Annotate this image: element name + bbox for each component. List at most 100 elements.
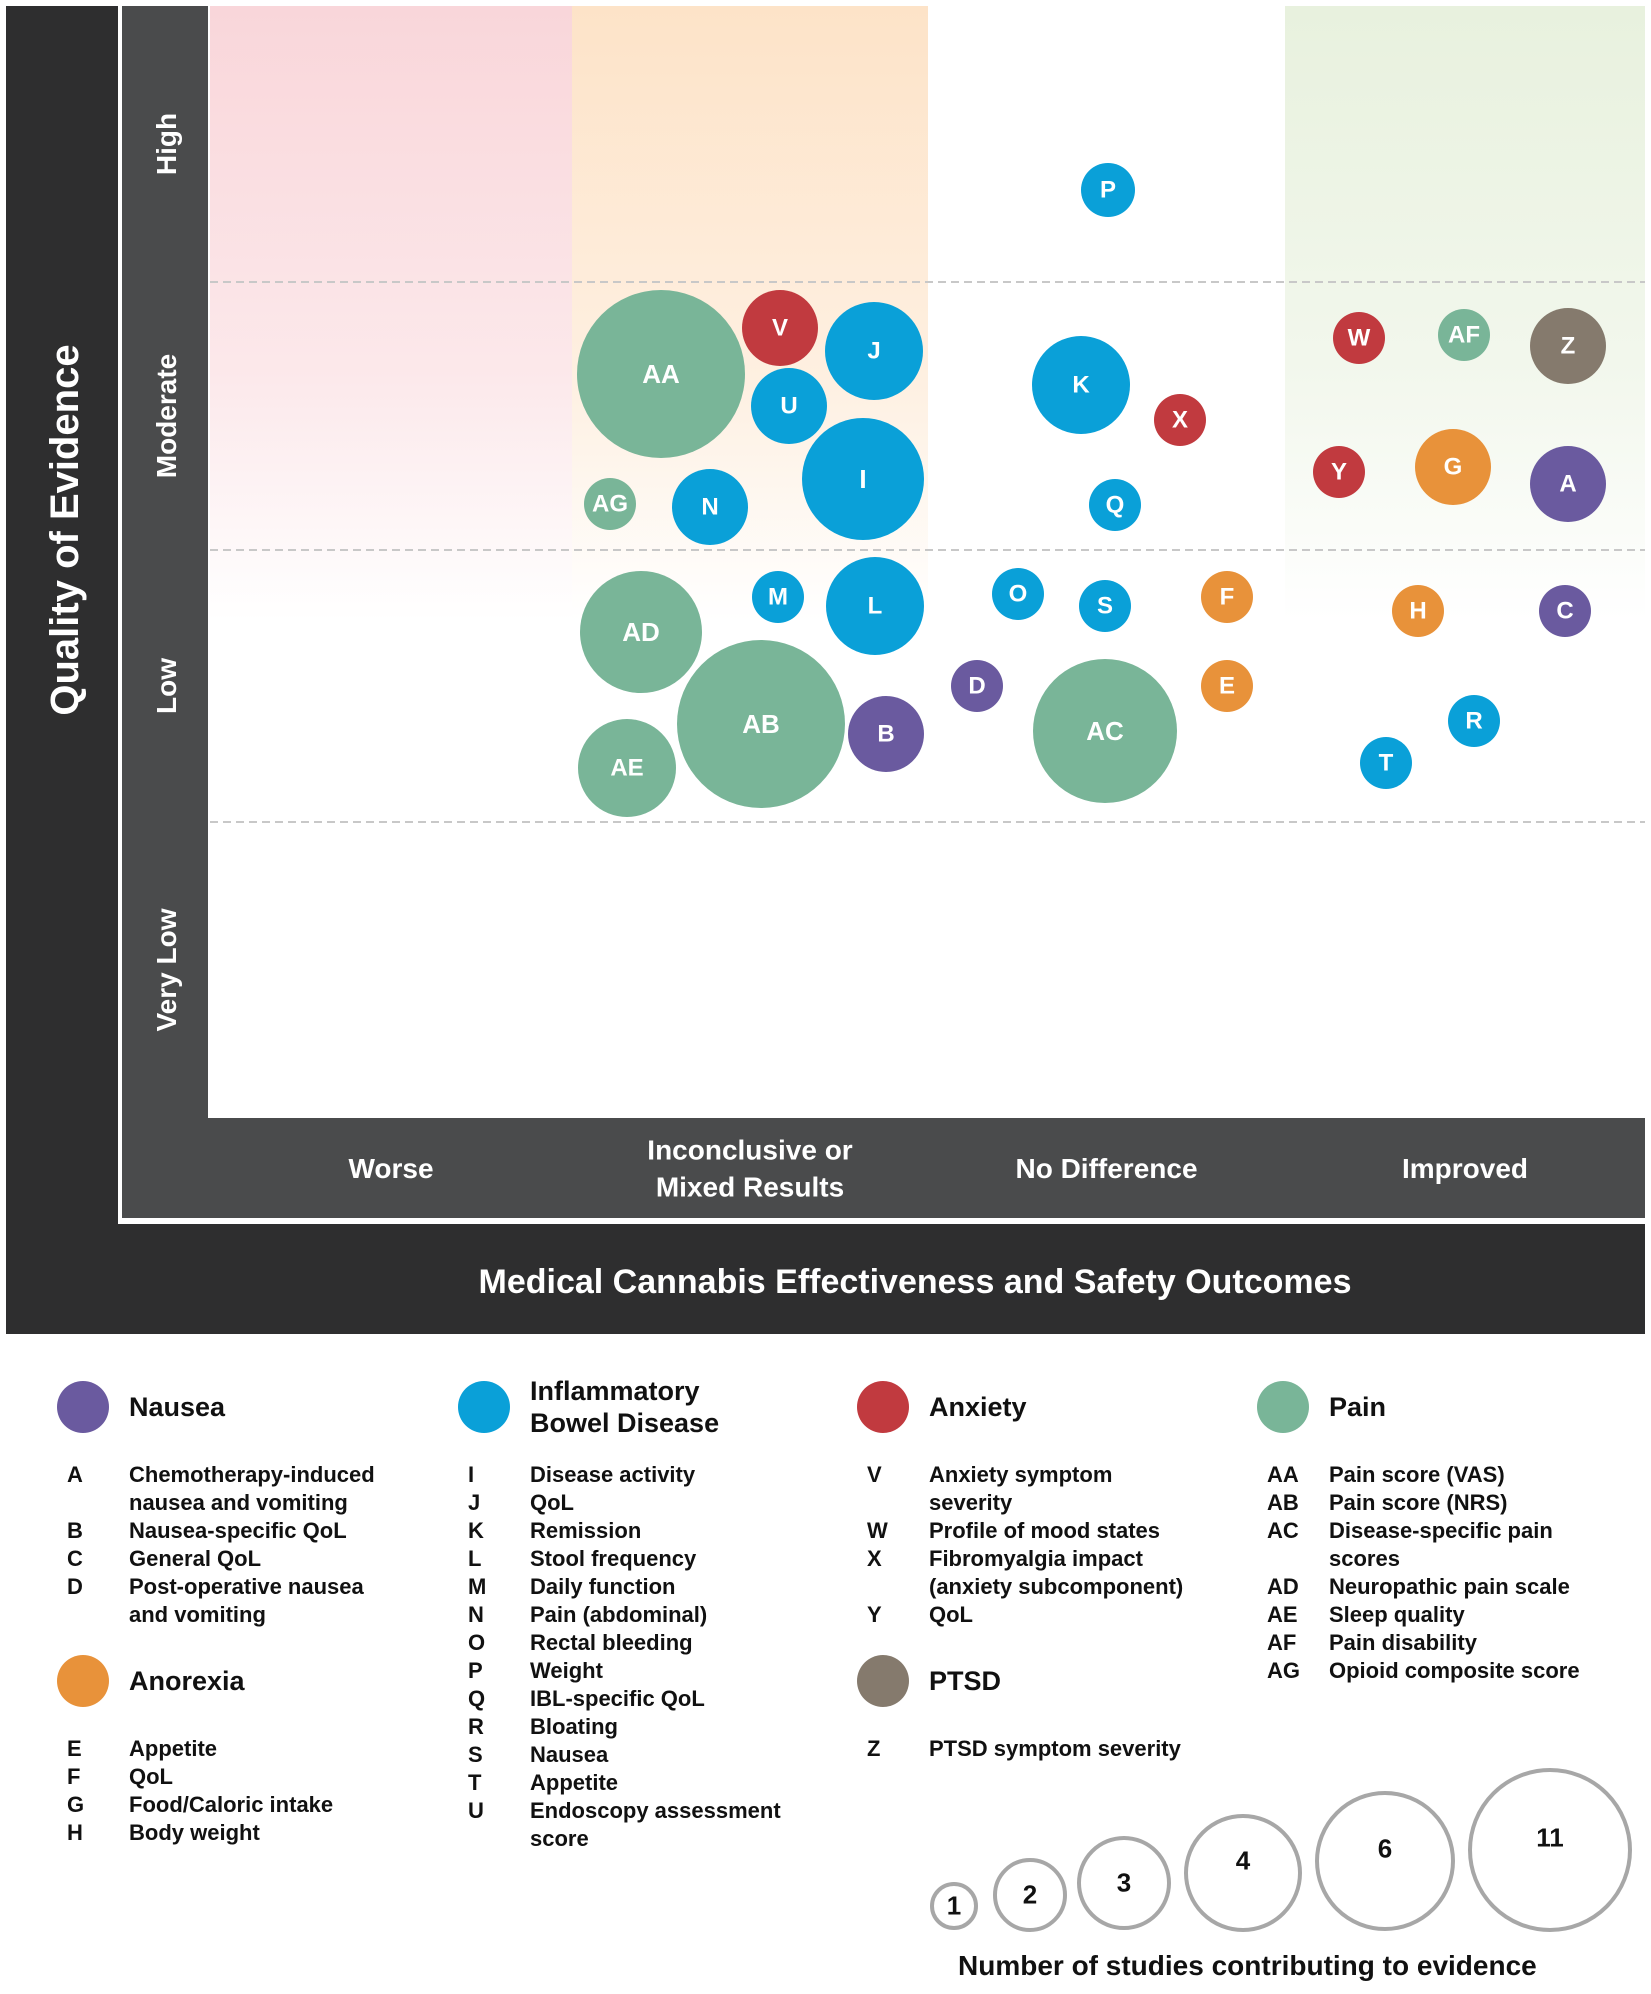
legend-item-text: Disease-specific pain — [1329, 1518, 1553, 1543]
bubble-label-ac: AC — [1086, 716, 1124, 746]
legend-color-swatch — [857, 1381, 909, 1433]
bubble-d — [951, 660, 1003, 712]
legend-item-text: Weight — [530, 1658, 603, 1683]
legend-item-f: F QoL — [57, 1763, 333, 1791]
bubble-j — [825, 302, 923, 400]
size-legend: Number of studies contributing to eviden… — [900, 1740, 1650, 1990]
bubble-v — [742, 290, 818, 366]
bubble-m — [752, 571, 804, 623]
size-legend-value-4: 4 — [1235, 1845, 1251, 1876]
legend-item-af: AF Pain disability — [1257, 1629, 1580, 1657]
legend-group-header: Anxiety — [857, 1381, 1183, 1435]
bubble-label-g: G — [1444, 454, 1463, 481]
bubble-label-m: M — [768, 584, 788, 611]
legend-item-l: L Stool frequency — [458, 1545, 781, 1573]
legend-item-e: E Appetite — [57, 1735, 333, 1763]
bubble-g — [1415, 429, 1491, 505]
legend-item-text: Pain score (VAS) — [1329, 1462, 1505, 1487]
bubble-ae — [578, 719, 676, 817]
legend-item-text: Pain score (NRS) — [1329, 1490, 1508, 1515]
legend-item-list: V Anxiety symptom severity W Profile of mood… — [857, 1461, 1183, 1629]
legend-color-swatch — [57, 1381, 109, 1433]
bubble-label-k: K — [1072, 372, 1090, 399]
bubble-label-w: W — [1348, 325, 1371, 352]
bubble-label-ae: AE — [610, 755, 643, 782]
legend-item-code: W — [867, 1518, 888, 1543]
size-legend-title: Number of studies contributing to eviden… — [958, 1950, 1537, 1981]
legend-item-y: Y QoL — [857, 1601, 1183, 1629]
bubble-z — [1530, 308, 1606, 384]
worse-zone-shade — [210, 6, 572, 826]
bubble-i — [802, 418, 924, 540]
legend-item-a: A Chemotherapy-induced nausea and vomiting — [57, 1461, 375, 1517]
y-axis-outer-bar — [6, 6, 118, 1334]
bubble-o — [992, 568, 1044, 620]
x-category-label-inconclusive-or-mixed-results-line-2: Mixed Results — [656, 1172, 844, 1203]
legend-color-swatch — [458, 1381, 510, 1433]
legend-item-code: P — [468, 1658, 483, 1683]
legend-item-text: Stool frequency — [530, 1546, 697, 1571]
legend-item-text: severity — [929, 1490, 1013, 1515]
bubble-label-d: D — [968, 673, 985, 700]
bubble-ad — [580, 571, 702, 693]
bubble-label-u: U — [780, 393, 797, 420]
legend-group-title: Anorexia — [129, 1665, 245, 1697]
y-category-label-very-low: Very Low — [151, 908, 182, 1031]
bubble-aa — [577, 290, 745, 458]
legend-item-code: Y — [867, 1602, 882, 1627]
bubble-label-a: A — [1559, 471, 1576, 498]
bubble-a — [1530, 446, 1606, 522]
legend-item-text: Daily function — [530, 1574, 676, 1599]
bubble-label-q: Q — [1106, 492, 1125, 519]
bubble-label-e: E — [1219, 673, 1235, 700]
legend-item-text: Fibromyalgia impact — [929, 1546, 1143, 1571]
legend-item-code: L — [468, 1546, 482, 1571]
legend-item-text: Anxiety symptom — [929, 1462, 1113, 1487]
legend-item-x: X Fibromyalgia impact (anxiety subcomponen… — [857, 1545, 1183, 1601]
bubble-label-t: T — [1379, 750, 1394, 777]
legend-item-ag: AG Opioid composite score — [1257, 1657, 1580, 1685]
bubble-label-z: Z — [1561, 333, 1576, 360]
legend-item-text: Rectal bleeding — [530, 1630, 693, 1655]
x-category-label-no-difference: No Difference — [1015, 1153, 1197, 1184]
bubble-label-y: Y — [1331, 459, 1347, 486]
legend-group-anorexia: Anorexia E Appetite F QoL G Food/Caloric intak… — [57, 1655, 333, 1847]
legend-item-text: Body weight — [129, 1820, 260, 1845]
bubble-label-ab: AB — [742, 709, 780, 739]
legend-item-list: I Disease activity J QoL K Remission L Stool fr… — [458, 1461, 781, 1853]
legend-group-nausea: Nausea A Chemotherapy-induced nausea and vo… — [57, 1381, 375, 1629]
y-category-label-low: Low — [151, 658, 182, 714]
legend-item-h: H Body weight — [57, 1819, 333, 1847]
legend-item-text: IBL-specific QoL — [530, 1686, 705, 1711]
legend-item-n: N Pain (abdominal) — [458, 1601, 781, 1629]
legend-item-text: Profile of mood states — [929, 1518, 1161, 1543]
bubble-e — [1201, 660, 1253, 712]
size-legend-value-11: 11 — [1536, 1822, 1564, 1853]
bubble-q — [1089, 479, 1141, 531]
bubble-label-af: AF — [1448, 322, 1480, 349]
legend-item-code: J — [468, 1490, 481, 1515]
bubble-label-aa: AA — [642, 359, 680, 389]
legend-item-text: and vomiting — [129, 1602, 266, 1627]
bubble-y — [1313, 446, 1365, 498]
bubble-s — [1079, 580, 1131, 632]
legend-item-text: score — [530, 1826, 589, 1851]
bubble-label-x: X — [1172, 407, 1188, 434]
legend-item-j: J QoL — [458, 1489, 781, 1517]
size-legend-circle-6 — [1315, 1791, 1455, 1931]
legend-color-swatch — [57, 1655, 109, 1707]
legend-group-title-line: Anorexia — [129, 1666, 245, 1696]
legend-item-code: C — [67, 1546, 83, 1571]
y-axis-inner-bar — [122, 6, 208, 1118]
legend-item-code: AF — [1267, 1630, 1297, 1655]
bubble-label-f: F — [1220, 584, 1235, 611]
legend-group-title-line: Anxiety — [929, 1392, 1027, 1422]
legend-item-p: P Weight — [458, 1657, 781, 1685]
bubble-x — [1154, 394, 1206, 446]
legend-item-v: V Anxiety symptom severity — [857, 1461, 1183, 1517]
legend-item-z: Z PTSD symptom severity — [857, 1735, 1181, 1763]
legend-item-text: Appetite — [530, 1770, 618, 1795]
bubble-w — [1333, 312, 1385, 364]
legend-item-code: AD — [1267, 1574, 1299, 1599]
size-legend-circle-11 — [1468, 1768, 1632, 1932]
